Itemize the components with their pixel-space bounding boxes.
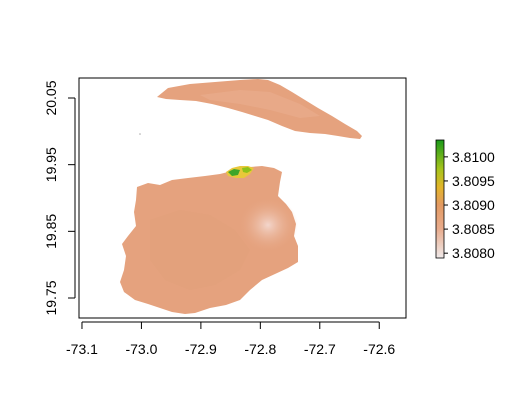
y-tick-label: 19.85 (43, 214, 59, 249)
legend-label: 3.8090 (452, 197, 495, 213)
islet (139, 133, 141, 135)
x-tick-label: -72.6 (363, 341, 395, 357)
peak-value-patch-2 (242, 167, 252, 173)
x-tick-label: -72.9 (185, 341, 217, 357)
light-patch (238, 197, 298, 253)
legend-label: 3.8080 (452, 245, 495, 261)
legend-label: 3.8085 (452, 221, 495, 237)
x-tick-label: -73.0 (125, 341, 157, 357)
y-tick-label: 20.05 (43, 80, 59, 115)
y-tick-label: 19.95 (43, 147, 59, 182)
x-tick-label: -73.1 (66, 341, 98, 357)
mainland-texture (150, 210, 250, 290)
x-tick-label: -72.8 (244, 341, 276, 357)
legend: 3.8100 3.8095 3.8090 3.8085 3.8080 (435, 139, 495, 261)
y-axis: 19.75 19.85 19.95 20.05 (43, 80, 76, 316)
x-axis: -73.1 -73.0 -72.9 -72.8 -72.7 -72.6 (66, 321, 395, 357)
y-tick-label: 19.75 (43, 280, 59, 315)
peak-value-patch (228, 169, 240, 176)
legend-label: 3.8095 (452, 173, 495, 189)
legend-label: 3.8100 (452, 149, 495, 165)
plot-frame (78, 77, 407, 319)
upper-island-texture (200, 90, 320, 118)
legend-colorbar (435, 139, 445, 259)
x-tick-label: -72.7 (304, 341, 336, 357)
upper-island-landmass (157, 79, 362, 139)
